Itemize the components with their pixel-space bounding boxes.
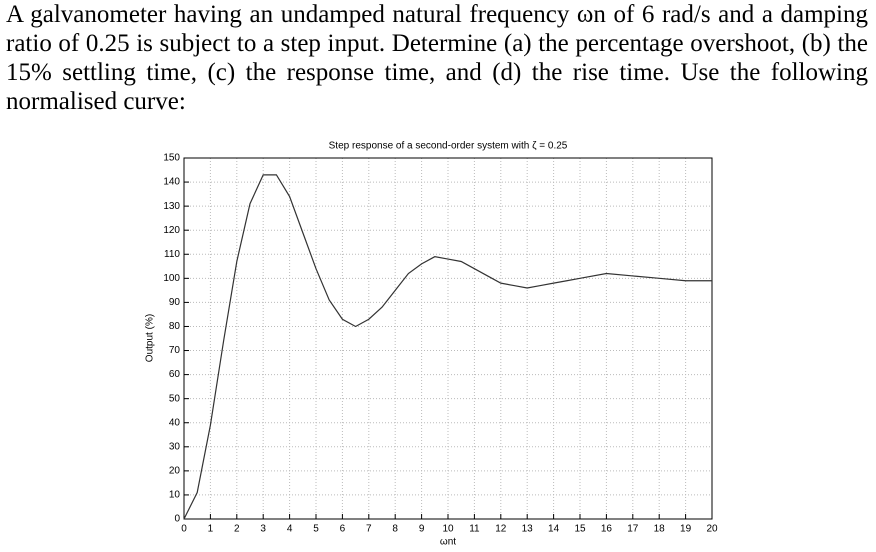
y-axis-label: Output (%) <box>145 314 156 362</box>
x-tick-label: 9 <box>419 524 425 535</box>
y-tick-label: 100 <box>163 273 180 284</box>
y-tick-label: 10 <box>169 490 181 501</box>
x-tick-label: 1 <box>208 524 214 535</box>
y-tick-label: 110 <box>164 249 180 260</box>
x-tick-label: 17 <box>627 524 639 535</box>
y-tick-label: 60 <box>169 369 181 380</box>
x-tick-label: 0 <box>181 524 187 535</box>
x-axis-label: ωnt <box>440 537 456 548</box>
y-tick-label: 30 <box>169 441 181 452</box>
x-tick-label: 10 <box>442 524 454 535</box>
x-tick-label: 7 <box>366 524 372 535</box>
x-tick-label: 4 <box>287 524 293 535</box>
y-tick-label: 80 <box>169 321 181 332</box>
y-tick-label: 20 <box>169 466 181 477</box>
x-tick-label: 14 <box>548 524 560 535</box>
x-tick-label: 18 <box>654 524 666 535</box>
x-tick-label: 19 <box>680 524 692 535</box>
x-tick-label: 15 <box>574 524 586 535</box>
y-tick-label: 120 <box>163 225 180 236</box>
x-tick-label: 20 <box>706 524 718 535</box>
x-tick-label: 16 <box>601 524 613 535</box>
chart-title: Step response of a second-order system w… <box>329 141 568 152</box>
y-tick-label: 50 <box>169 393 181 404</box>
x-tick-label: 13 <box>522 524 534 535</box>
plot-frame <box>183 157 713 520</box>
y-tick-label: 140 <box>163 177 180 188</box>
y-tick-label: 130 <box>163 201 180 212</box>
question-text: A galvanometer having an undamped natura… <box>6 1 868 115</box>
y-tick-label: 40 <box>169 417 181 428</box>
y-tick-label: 90 <box>169 297 181 308</box>
x-tick-label: 11 <box>469 524 480 535</box>
x-tick-label: 6 <box>340 524 346 535</box>
response-curve <box>183 174 712 520</box>
y-tick-label: 70 <box>169 345 181 356</box>
x-tick-label: 12 <box>495 524 507 535</box>
y-tick-label: 150 <box>163 153 180 164</box>
x-tick-label: 3 <box>260 524 266 535</box>
x-tick-label: 8 <box>392 524 398 535</box>
x-tick-label: 5 <box>313 524 319 535</box>
y-tick-label: 0 <box>174 514 180 525</box>
x-tick-label: 2 <box>234 524 240 535</box>
